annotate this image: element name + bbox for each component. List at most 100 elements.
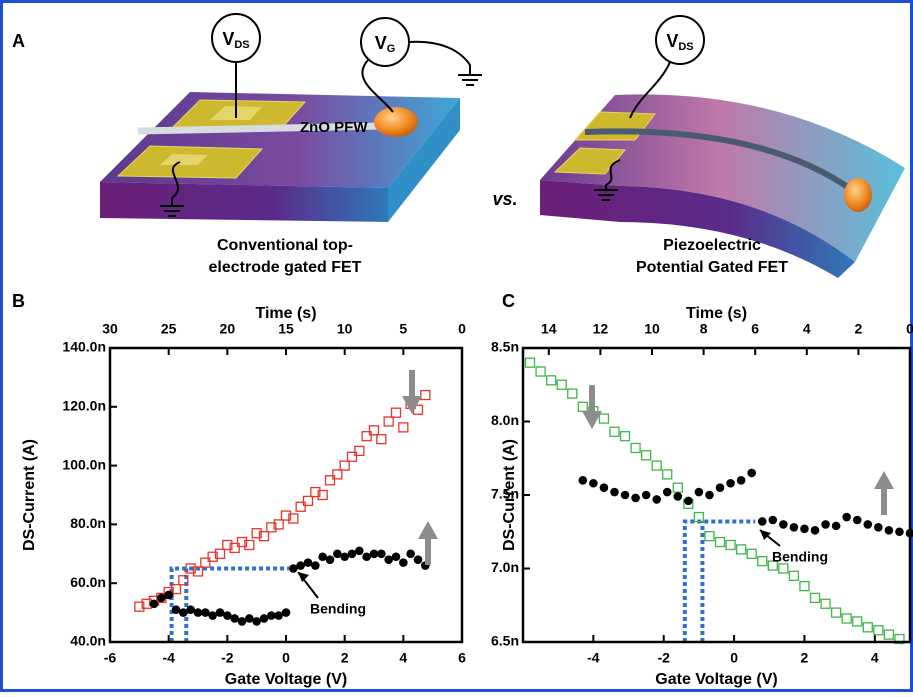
data-point (885, 526, 894, 535)
data-point (333, 550, 342, 559)
data-point (150, 599, 159, 608)
data-point (289, 564, 298, 573)
x-axis-title: Gate Voltage (V) (225, 671, 347, 688)
y-tick-label: 7.5n (491, 486, 519, 502)
x2-tick-label: 2 (855, 321, 863, 337)
data-point (610, 488, 619, 497)
data-point (663, 488, 672, 497)
data-point (631, 494, 640, 503)
panel-label: C (502, 291, 515, 311)
meter-symbol: V (666, 31, 678, 51)
data-point (377, 550, 386, 559)
data-point (863, 520, 872, 529)
data-point (406, 550, 415, 559)
data-point (621, 491, 630, 500)
x2-tick-label: 0 (906, 321, 913, 337)
data-point (238, 617, 247, 626)
data-point (579, 476, 588, 485)
data-point (370, 550, 379, 559)
caption: electrode gated FET (209, 259, 362, 276)
data-point (230, 614, 239, 623)
data-point (811, 526, 820, 535)
data-point (157, 594, 166, 603)
x2-tick-label: 8 (700, 321, 708, 337)
annotation: Bending (772, 549, 828, 565)
x2-tick-label: 20 (220, 321, 236, 337)
data-point (842, 513, 851, 522)
data-point (260, 614, 269, 623)
x-tick-label: 0 (282, 650, 290, 666)
caption: Potential Gated FET (636, 259, 788, 276)
x-tick-label: -6 (104, 650, 117, 666)
data-point (296, 561, 305, 570)
data-point (362, 552, 371, 561)
x2-tick-label: 14 (541, 321, 557, 337)
data-point (186, 605, 195, 614)
meter-subscript: G (387, 43, 396, 55)
data-point (208, 611, 217, 620)
data-point (589, 479, 598, 488)
data-point (252, 617, 261, 626)
caption: Piezoelectric (663, 237, 761, 254)
data-point (600, 483, 609, 492)
data-point (684, 497, 693, 506)
data-point (348, 550, 357, 559)
data-point (895, 527, 904, 536)
meter-symbol: V (222, 29, 234, 49)
data-point (779, 520, 788, 529)
annotation: Bending (310, 601, 366, 617)
x2-tick-label: 6 (751, 321, 759, 337)
data-point (790, 523, 799, 532)
data-point (768, 516, 777, 525)
x-tick-label: 2 (801, 650, 809, 666)
data-point (392, 552, 401, 561)
x-tick-label: 2 (341, 650, 349, 666)
x2-tick-label: 12 (593, 321, 609, 337)
comparison: vs. (492, 189, 517, 209)
x2-axis-title: Time (s) (686, 305, 747, 322)
data-point (674, 492, 683, 501)
data-point (355, 547, 364, 556)
data-point (194, 608, 203, 617)
data-point (716, 483, 725, 492)
data-point (304, 558, 313, 567)
y-axis-title: DS-Current (A) (21, 439, 38, 551)
data-point (267, 611, 276, 620)
x2-tick-label: 30 (102, 321, 118, 337)
y-tick-label: 120.0n (62, 398, 106, 414)
x-tick-label: -4 (162, 650, 175, 666)
data-point (164, 591, 173, 600)
x-tick-label: 6 (458, 650, 466, 666)
x2-tick-label: 15 (278, 321, 294, 337)
y-tick-label: 60.0n (70, 574, 106, 590)
data-point (172, 605, 181, 614)
y-tick-label: 80.0n (70, 515, 106, 531)
panel-label: B (12, 291, 25, 311)
data-point (274, 611, 283, 620)
x2-tick-label: 10 (337, 321, 353, 337)
data-point (726, 479, 735, 488)
data-point (737, 476, 746, 485)
meter-subscript: DS (234, 39, 249, 51)
data-point (695, 488, 704, 497)
y-tick-label: 100.0n (62, 456, 106, 472)
y-tick-label: 7.0n (491, 559, 519, 575)
data-point (705, 491, 714, 500)
data-point (318, 552, 327, 561)
meter-subscript: DS (678, 41, 693, 53)
x-tick-label: 4 (871, 650, 879, 666)
x-tick-label: 0 (730, 650, 738, 666)
x-tick-label: -2 (221, 650, 234, 666)
data-point (821, 520, 830, 529)
x-tick-label: 4 (399, 650, 407, 666)
data-point (853, 516, 862, 525)
y-tick-label: 6.5n (491, 633, 519, 649)
figure: A ZnO PFW VDS VG vs. VDS Conventional to… (0, 0, 913, 692)
data-point (399, 558, 408, 567)
x-axis-title: Gate Voltage (V) (655, 671, 777, 688)
data-point (758, 517, 767, 526)
x2-tick-label: 0 (458, 321, 466, 337)
data-point (747, 469, 756, 478)
data-point (245, 614, 254, 623)
data-point (800, 525, 809, 534)
